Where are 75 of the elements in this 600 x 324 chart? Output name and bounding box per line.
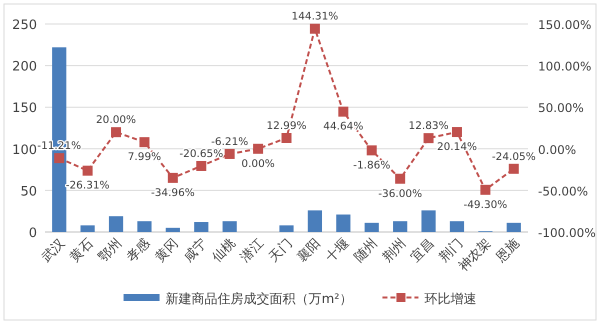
- x-tick-label: 武汉: [39, 236, 68, 266]
- data-label: -24.05%: [492, 150, 536, 163]
- data-label: 0.00%: [241, 158, 275, 170]
- y2-tick-label: -50.00%: [538, 184, 588, 198]
- x-tick-label: 恩施: [492, 236, 523, 266]
- point: [424, 133, 434, 144]
- y-tick-label: 250: [12, 18, 37, 33]
- x-tick-label: 潜江: [238, 236, 267, 266]
- bar: [421, 210, 436, 232]
- bar: [364, 222, 379, 232]
- data-label: -20.65%: [179, 148, 224, 160]
- y2-tick-label: -100.00%: [538, 226, 596, 240]
- y-tick-label: 0: [28, 226, 37, 241]
- x-tick-label: 宜昌: [408, 236, 438, 266]
- point: [196, 160, 206, 171]
- bar: [166, 228, 180, 232]
- point: [111, 127, 122, 138]
- data-label: -1.86%: [353, 159, 390, 172]
- x-tick-label: 十堰: [323, 236, 352, 266]
- data-label: -34.96%: [150, 186, 195, 199]
- bar: [194, 222, 208, 232]
- y2-tick-label: 100.00%: [538, 60, 592, 74]
- bar: [336, 214, 350, 232]
- point: [282, 132, 292, 143]
- point: [395, 174, 406, 184]
- data-label: 12.99%: [266, 120, 307, 132]
- point: [480, 184, 490, 195]
- x-tick-label: 随州: [352, 236, 381, 266]
- y-tick-label: 150: [12, 101, 37, 116]
- point: [139, 137, 150, 148]
- data-label: 144.31%: [292, 10, 338, 23]
- y-tick-label: 100: [12, 142, 37, 158]
- point: [508, 164, 519, 174]
- point: [452, 127, 462, 138]
- data-label: 7.99%: [128, 151, 162, 164]
- data-label: -49.30%: [463, 198, 508, 211]
- x-tick-label: 天门: [266, 236, 296, 266]
- bar: [450, 221, 464, 232]
- x-tick-label: 黄冈: [152, 236, 182, 266]
- bar: [279, 225, 294, 232]
- y2-tick-label: 150.00%: [538, 18, 592, 32]
- data-label: 12.83%: [408, 120, 449, 132]
- x-tick-label: 襄阳: [294, 236, 324, 266]
- bar: [506, 222, 521, 232]
- x-tick-label: 咸宁: [180, 236, 210, 266]
- bar: [222, 221, 237, 232]
- point: [224, 148, 235, 159]
- y2-tick-label: 50.00%: [538, 101, 584, 116]
- point: [253, 144, 264, 154]
- x-tick-label: 荆州: [380, 236, 409, 266]
- point: [54, 153, 64, 164]
- bar: [308, 210, 322, 232]
- point: [366, 145, 377, 156]
- y2-tick-label: 0.00%: [538, 142, 576, 157]
- point: [82, 166, 93, 176]
- x-tick-label: 孝感: [124, 236, 154, 266]
- point: [310, 24, 320, 34]
- bar: [137, 221, 152, 232]
- bar: [108, 216, 124, 232]
- data-label: -6.21%: [211, 136, 248, 148]
- data-label: 20.14%: [436, 141, 478, 154]
- bar: [80, 225, 95, 232]
- data-label: -36.00%: [378, 188, 422, 200]
- data-label: 20.00%: [96, 114, 136, 126]
- y-tick-label: 50: [20, 184, 37, 200]
- x-tick-label: 鄂州: [96, 236, 125, 266]
- bar: [393, 221, 408, 232]
- y-tick-label: 200: [12, 60, 37, 75]
- legend-label: 新建商品住房成交面积（万m²）: [166, 291, 352, 307]
- x-tick-label: 黄石: [67, 236, 96, 266]
- point: [168, 172, 178, 183]
- legend-label: 环比增速: [424, 292, 476, 307]
- x-tick-label: 仙桃: [210, 236, 239, 266]
- point: [338, 106, 348, 117]
- data-label: 44.64%: [323, 120, 364, 133]
